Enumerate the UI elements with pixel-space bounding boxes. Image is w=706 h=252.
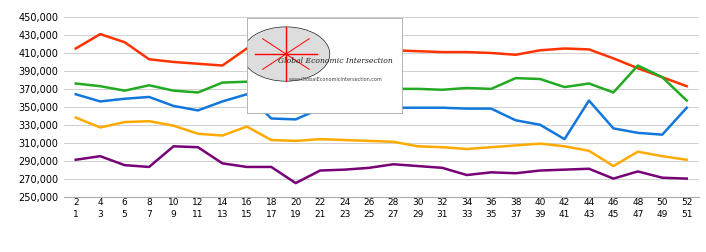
Text: Global Economic Intersection: Global Economic Intersection (278, 57, 393, 65)
Text: www.GlobalEconomicIntersection.com: www.GlobalEconomicIntersection.com (289, 77, 383, 82)
Circle shape (242, 27, 330, 81)
